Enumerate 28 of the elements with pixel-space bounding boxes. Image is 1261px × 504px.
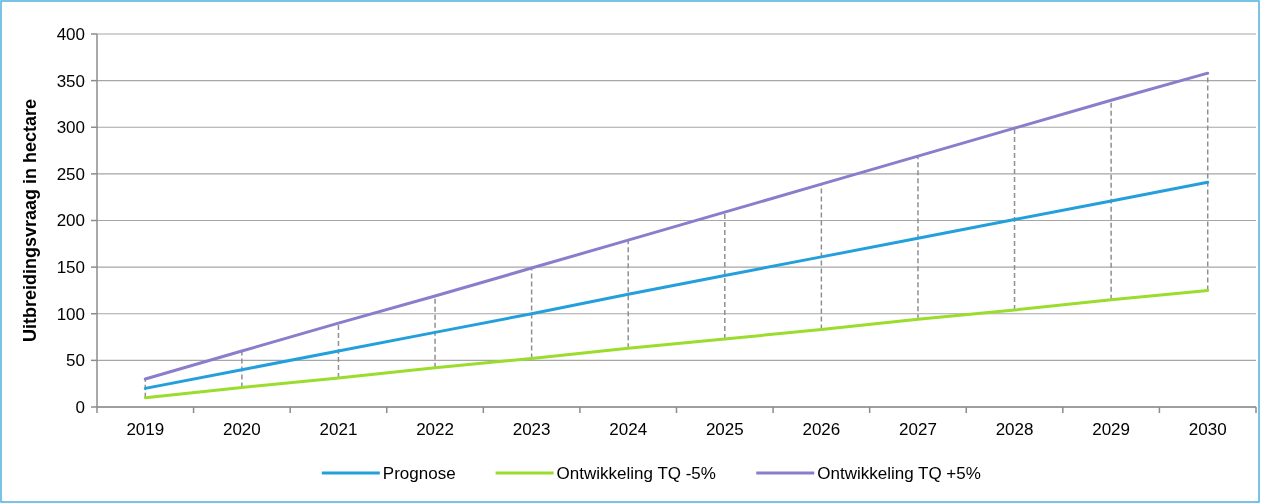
line-series — [143, 71, 1210, 381]
legend-label: Prognose — [382, 463, 456, 483]
y-tick-label: 100 — [56, 304, 85, 324]
x-tick-label: 2023 — [512, 420, 551, 439]
x-tick-label: 2027 — [899, 420, 937, 439]
x-tick-label: 2022 — [416, 420, 454, 439]
legend-label: Ontwikkeling TQ +5% — [817, 463, 981, 483]
x-tick-label: 2025 — [705, 420, 744, 439]
y-tick-label: 350 — [56, 71, 85, 91]
y-tick-label: 400 — [56, 24, 85, 44]
x-tick-label: 2021 — [319, 420, 358, 439]
y-axis-title: Uitbreidingsvraag in hectare — [20, 98, 40, 343]
y-tick-label: 0 — [75, 397, 85, 417]
y-tick-label: 250 — [56, 164, 85, 184]
x-tick-label: 2029 — [1092, 420, 1131, 439]
x-tick-label: 2028 — [995, 420, 1034, 439]
line-series — [143, 288, 1210, 400]
legend-label: Ontwikkeling TQ -5% — [556, 463, 716, 483]
line-series — [143, 180, 1210, 390]
y-tick-label: 300 — [56, 118, 85, 138]
y-tick-label: 50 — [66, 351, 85, 371]
x-tick-label: 2019 — [126, 420, 165, 439]
y-tick-label: 200 — [56, 211, 85, 231]
x-tick-label: 2026 — [802, 420, 841, 439]
x-tick-label: 2020 — [222, 420, 261, 439]
y-tick-label: 150 — [56, 258, 85, 278]
x-tick-label: 2024 — [609, 420, 648, 439]
x-tick-label: 2030 — [1188, 420, 1227, 439]
